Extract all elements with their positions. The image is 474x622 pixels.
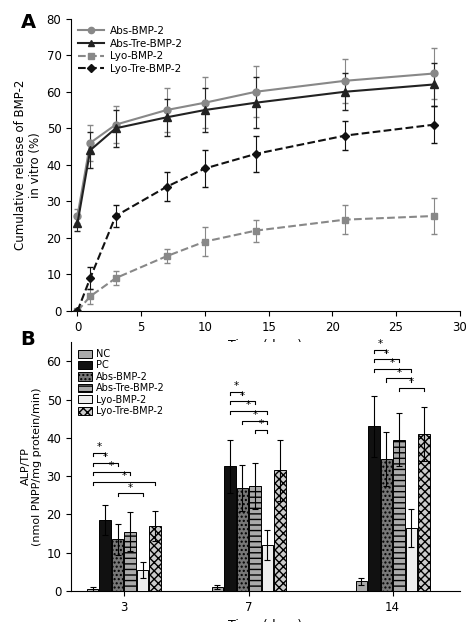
Bar	[212, 587, 223, 591]
Text: *: *	[378, 339, 383, 349]
X-axis label: Time (days): Time (days)	[228, 339, 302, 352]
Text: *: *	[96, 442, 101, 452]
Y-axis label: ALP/TP
(nmol PNPP/mg protein/min): ALP/TP (nmol PNPP/mg protein/min)	[21, 388, 42, 545]
Bar	[249, 486, 261, 591]
Bar	[262, 545, 273, 591]
Bar	[87, 589, 99, 591]
Bar	[274, 470, 285, 591]
Text: *: *	[258, 419, 264, 429]
Text: *: *	[409, 378, 414, 388]
Text: *: *	[121, 471, 127, 481]
Bar	[381, 459, 392, 591]
Text: *: *	[384, 348, 389, 358]
Text: *: *	[246, 400, 251, 411]
Bar	[100, 520, 111, 591]
Bar	[137, 570, 148, 591]
Bar	[393, 440, 405, 591]
Text: *: *	[128, 483, 133, 493]
Legend: NC, PC, Abs-BMP-2, Abs-Tre-BMP-2, Lyo-BMP-2, Lyo-Tre-BMP-2: NC, PC, Abs-BMP-2, Abs-Tre-BMP-2, Lyo-BM…	[76, 347, 167, 418]
Text: *: *	[102, 452, 108, 462]
Text: *: *	[234, 381, 239, 391]
Bar	[406, 527, 417, 591]
Bar	[112, 539, 123, 591]
Text: *: *	[240, 391, 245, 401]
Text: B: B	[20, 330, 36, 349]
Legend: Abs-BMP-2, Abs-Tre-BMP-2, Lyo-BMP-2, Lyo-Tre-BMP-2: Abs-BMP-2, Abs-Tre-BMP-2, Lyo-BMP-2, Lyo…	[76, 24, 185, 76]
X-axis label: Time (days): Time (days)	[228, 619, 302, 622]
Text: *: *	[390, 358, 395, 368]
Text: *: *	[252, 410, 257, 420]
Bar	[368, 426, 380, 591]
Y-axis label: Cumulative release of BMP-2
in vitro (%): Cumulative release of BMP-2 in vitro (%)	[14, 80, 42, 250]
Bar	[224, 466, 236, 591]
Text: *: *	[109, 462, 114, 471]
Text: *: *	[396, 368, 401, 378]
Text: A: A	[20, 13, 36, 32]
Bar	[237, 488, 248, 591]
Bar	[124, 532, 136, 591]
Bar	[356, 582, 367, 591]
Bar	[149, 526, 161, 591]
Bar	[418, 434, 429, 591]
